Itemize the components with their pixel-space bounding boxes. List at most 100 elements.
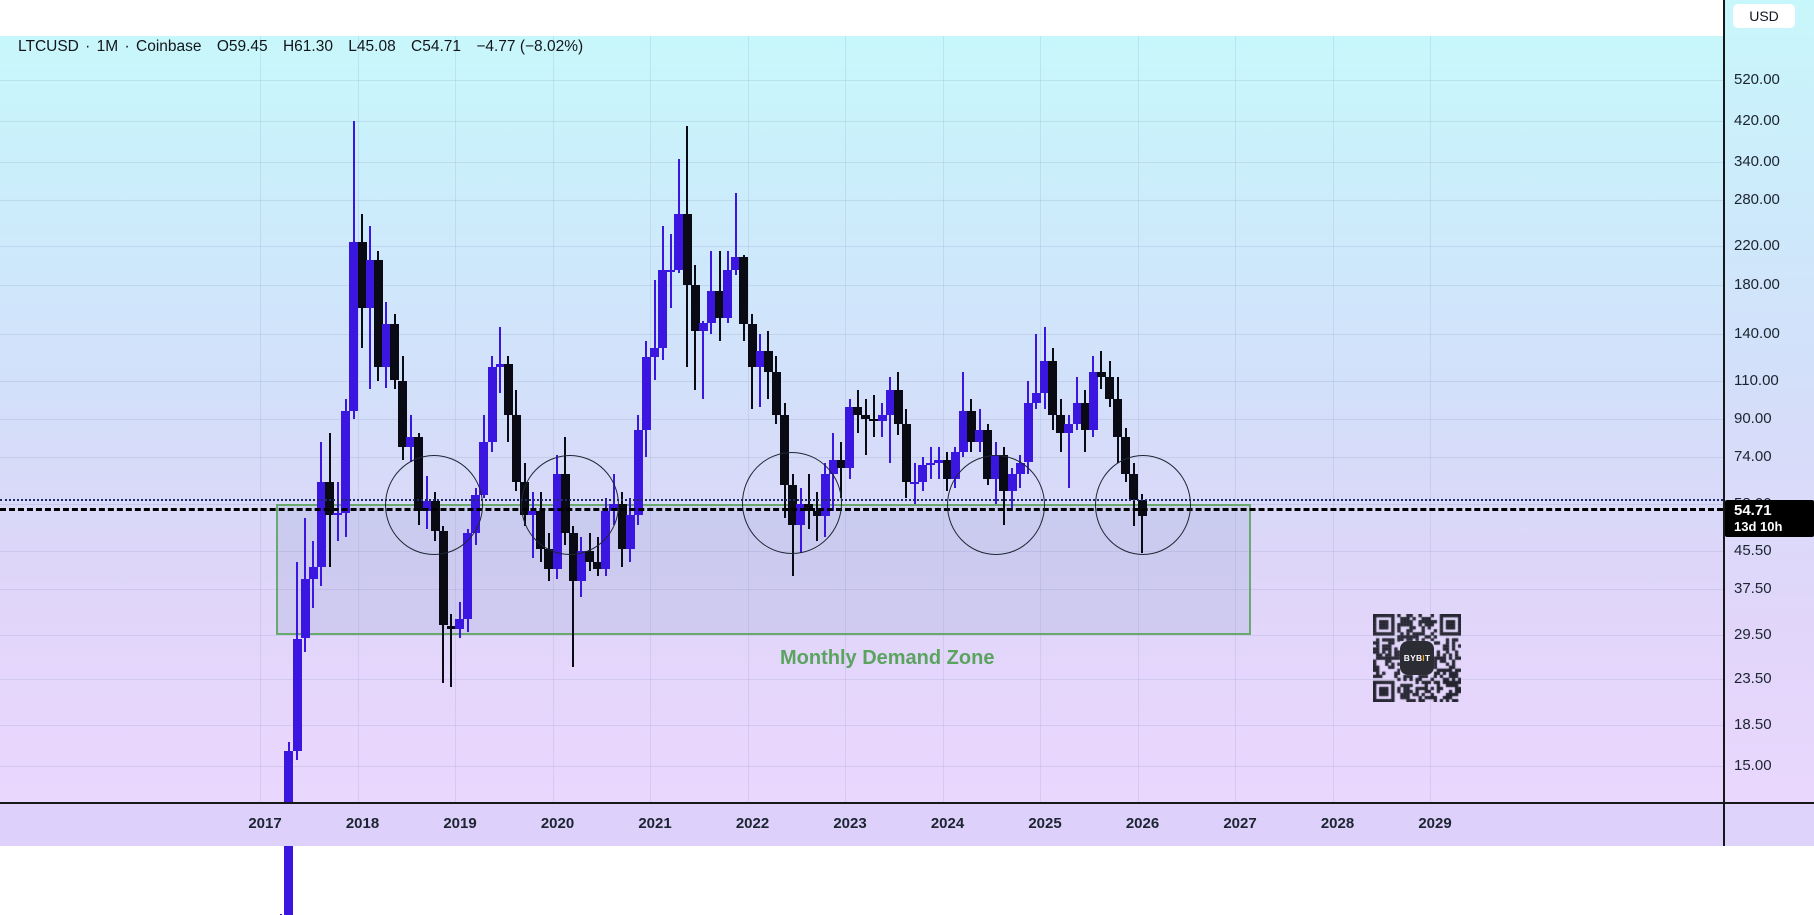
candle-body xyxy=(585,551,594,563)
time-tick-label: 2025 xyxy=(1028,815,1062,832)
candle-body xyxy=(731,257,741,270)
price-axis[interactable]: USD 520.00 420.00 340.00 280.00 220.00 180.00… xyxy=(1723,0,1814,802)
time-tick-label: 2027 xyxy=(1223,815,1257,832)
candle-wick xyxy=(1100,351,1103,390)
gridline-vertical xyxy=(552,36,554,802)
legend-interval[interactable]: 1M xyxy=(96,38,119,55)
gridline-horizontal xyxy=(0,457,1723,459)
candle-body xyxy=(966,410,976,443)
time-tick-label: 2026 xyxy=(1125,815,1160,832)
candle-body xyxy=(1113,399,1123,438)
candle-body xyxy=(479,442,489,495)
circle-annotation[interactable] xyxy=(947,455,1045,555)
price-tick-label: 340.00 xyxy=(1734,153,1780,171)
legend-change: −4.77 (−8.02%) xyxy=(476,38,584,55)
gridline-horizontal xyxy=(0,766,1723,767)
candle-wick xyxy=(889,377,892,463)
candle-body xyxy=(1064,423,1074,433)
candle-wick xyxy=(499,327,502,394)
candle-body xyxy=(958,410,968,452)
gridline-horizontal xyxy=(0,380,1723,382)
candle-body xyxy=(325,482,334,515)
legend-separator-1: · xyxy=(85,38,91,55)
legend-symbol[interactable]: LTCUSD xyxy=(18,38,79,55)
candle-body xyxy=(893,389,903,424)
gridline-horizontal xyxy=(0,121,1723,123)
currency-badge[interactable]: USD xyxy=(1733,4,1795,28)
circle-annotation[interactable] xyxy=(521,455,619,555)
candle-body xyxy=(918,465,928,483)
gridline-horizontal xyxy=(0,635,1723,637)
time-tick-label: 2029 xyxy=(1418,815,1452,832)
candle-body xyxy=(1072,402,1082,424)
circle-annotation[interactable] xyxy=(742,452,842,554)
candle-body xyxy=(316,482,326,567)
price-tick-label: 74.00 xyxy=(1734,448,1772,466)
candle-body xyxy=(1121,437,1131,474)
candle-body xyxy=(739,257,749,325)
gridline-horizontal xyxy=(0,162,1723,164)
price-tick-label: 23.50 xyxy=(1734,670,1772,688)
circle-annotation[interactable] xyxy=(385,455,483,555)
price-tick-label: 140.00 xyxy=(1734,324,1780,342)
candle-wick xyxy=(840,442,843,498)
candle-body xyxy=(910,482,919,485)
gridline-vertical xyxy=(1430,36,1431,802)
chart-legend[interactable]: LTCUSD · 1M · Coinbase O59.45 H61.30 L45… xyxy=(18,38,583,56)
time-tick-label: 2022 xyxy=(735,815,770,832)
candle-body xyxy=(349,242,359,411)
candle-body xyxy=(747,324,757,367)
candle-body xyxy=(682,214,692,286)
gridline-horizontal xyxy=(0,551,1723,553)
candle-body xyxy=(617,504,627,550)
price-tick-label: 90.00 xyxy=(1734,410,1772,428)
candle-body xyxy=(1088,371,1098,431)
candle-body xyxy=(487,366,497,443)
candle-body xyxy=(828,459,838,474)
gridline-vertical xyxy=(357,36,359,802)
price-tick-label: 29.50 xyxy=(1734,626,1772,644)
price-tick-label: 110.00 xyxy=(1734,371,1779,389)
gridline-vertical xyxy=(455,36,456,802)
time-tick-label: 2021 xyxy=(638,815,672,832)
gridline-horizontal xyxy=(0,246,1723,248)
legend-low: L45.08 xyxy=(348,38,396,55)
gridline-vertical xyxy=(942,36,944,802)
time-axis-corner xyxy=(1723,802,1814,846)
candle-wick xyxy=(759,333,762,407)
price-tick-label: 45.50 xyxy=(1734,542,1772,560)
time-tick-label: 2024 xyxy=(930,815,965,832)
candle-body xyxy=(934,459,944,463)
price-tick-label: 18.50 xyxy=(1734,716,1772,734)
gridline-vertical xyxy=(1332,36,1334,802)
candle-body xyxy=(357,242,367,309)
candle-body xyxy=(861,415,871,420)
gridline-vertical xyxy=(1137,36,1139,802)
price-level-line-dotted[interactable] xyxy=(0,499,1723,502)
price-level-line-dashed[interactable] xyxy=(0,507,1723,511)
circle-annotation[interactable] xyxy=(1095,455,1191,555)
legend-close: C54.71 xyxy=(411,38,461,55)
candle-body xyxy=(373,260,383,367)
candle-body xyxy=(723,269,733,318)
bybit-logo-suffix: T xyxy=(1424,653,1431,663)
candle-body xyxy=(390,324,399,381)
candle-wick xyxy=(1035,333,1038,409)
candle-wick xyxy=(1067,415,1070,489)
candle-wick xyxy=(596,537,599,577)
time-axis[interactable]: 2017 2018 2019 2020 2021 2022 2023 2024 2025 2026… xyxy=(0,802,1723,846)
time-tick-label: 2019 xyxy=(443,815,477,832)
candle-body xyxy=(755,351,765,367)
candle-body xyxy=(975,430,984,443)
legend-exchange[interactable]: Coinbase xyxy=(136,38,202,55)
candle-body xyxy=(869,419,879,422)
candle-body xyxy=(593,562,603,570)
legend-high: H61.30 xyxy=(282,38,333,55)
time-tick-label: 2017 xyxy=(248,815,282,832)
time-tick-label: 2020 xyxy=(540,815,575,832)
gridline-vertical xyxy=(1040,36,1041,802)
chart-plot-area[interactable]: Monthly Demand Zone BYB I T xyxy=(0,36,1723,915)
gridline-horizontal xyxy=(0,419,1723,421)
candle-wick xyxy=(653,279,656,381)
